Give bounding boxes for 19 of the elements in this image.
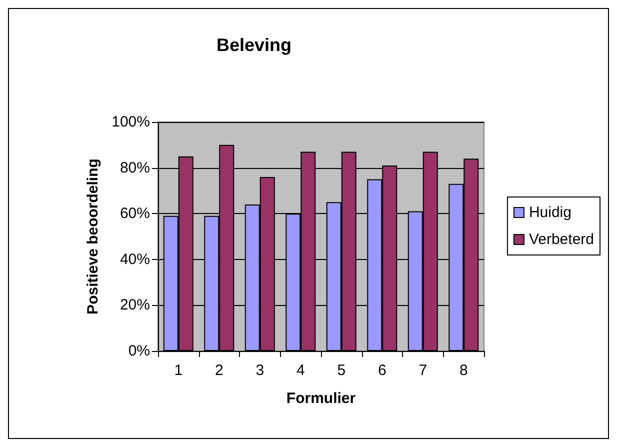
x-tick-label: 5	[337, 362, 346, 379]
chart-title: Beleving	[216, 35, 292, 55]
legend-label: Huidig	[528, 204, 572, 221]
x-axis-title: Formulier	[286, 390, 356, 407]
legend-label: Verbeterd	[528, 231, 594, 248]
x-tick-label: 4	[296, 362, 305, 379]
y-tick-label: 40%	[120, 250, 150, 268]
x-tick-label: 6	[378, 362, 386, 379]
x-tick-label: 1	[174, 362, 183, 379]
y-tick-label: 0%	[128, 342, 150, 360]
x-tick-label: 3	[256, 362, 264, 379]
y-tick-label: 80%	[120, 159, 150, 176]
y-tick-label: 20%	[120, 296, 150, 314]
x-tick-label: 7	[418, 362, 428, 379]
y-axis-title: Positieve beoordeling	[84, 158, 102, 314]
x-tick-label: 2	[214, 362, 224, 379]
y-tick-label: 60%	[120, 205, 150, 222]
y-tick-label: 100%	[112, 114, 150, 130]
x-tick-label: 8	[459, 362, 468, 379]
